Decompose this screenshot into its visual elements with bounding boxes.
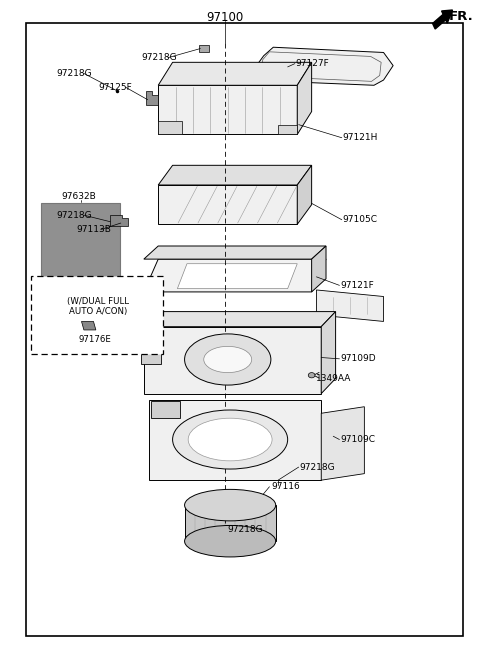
Bar [31,276,163,354]
Text: 97218G: 97218G [57,69,92,78]
Text: 97218G: 97218G [228,525,264,534]
Text: 97121H: 97121H [343,133,378,142]
Ellipse shape [185,334,271,385]
Text: 1349AA: 1349AA [316,374,352,383]
Polygon shape [158,121,182,134]
Text: 97109C: 97109C [340,435,375,444]
Polygon shape [316,290,384,321]
Polygon shape [254,47,393,85]
Text: 97218G: 97218G [57,211,92,220]
Polygon shape [158,165,312,185]
Text: 97116: 97116 [271,482,300,491]
Text: 97105C: 97105C [343,215,378,224]
Text: 97121F: 97121F [340,281,374,290]
Ellipse shape [308,373,315,378]
Polygon shape [146,91,158,105]
Polygon shape [178,264,297,289]
Bar [41,203,120,289]
Polygon shape [185,505,276,541]
Polygon shape [158,85,297,134]
Text: FR.: FR. [448,10,473,23]
Ellipse shape [204,346,252,373]
Polygon shape [144,312,336,327]
Polygon shape [278,125,297,134]
Polygon shape [297,62,312,134]
Text: (W/DUAL FULL: (W/DUAL FULL [67,297,129,306]
Polygon shape [144,259,326,292]
Polygon shape [144,327,321,394]
Polygon shape [218,493,242,505]
Text: 97113B: 97113B [77,225,111,234]
Polygon shape [82,321,96,330]
Text: 97109D: 97109D [340,354,376,363]
Polygon shape [321,407,364,480]
Polygon shape [110,215,129,226]
Text: 97218G: 97218G [300,462,335,472]
Ellipse shape [173,410,288,469]
Polygon shape [297,165,312,224]
Text: 97632B: 97632B [61,192,96,201]
Ellipse shape [188,419,272,461]
Text: 97125F: 97125F [98,83,132,92]
Text: 97218G: 97218G [142,53,177,62]
Ellipse shape [185,489,276,521]
Bar [142,346,161,364]
Ellipse shape [185,525,276,557]
Polygon shape [158,62,312,85]
Polygon shape [312,246,326,292]
Text: 97100: 97100 [207,10,244,24]
Polygon shape [149,400,321,480]
Polygon shape [144,246,326,259]
Text: AUTO A/CON): AUTO A/CON) [69,307,127,316]
Polygon shape [158,185,297,224]
Bar [151,401,180,418]
Text: 97127F: 97127F [296,59,330,68]
Polygon shape [321,312,336,394]
Text: 97176E: 97176E [79,335,111,344]
FancyArrow shape [432,10,453,29]
Bar [199,45,208,52]
